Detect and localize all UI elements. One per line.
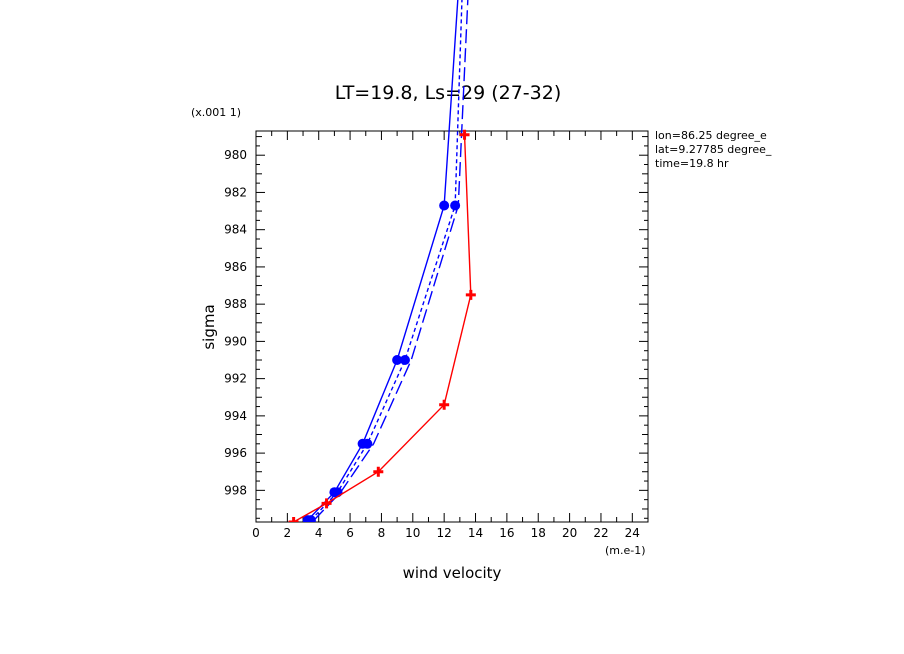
series-1-point — [439, 200, 450, 211]
series-4-point — [439, 399, 450, 410]
x-tick-label: 16 — [499, 526, 514, 540]
series-line-2 — [310, 0, 463, 521]
series-line-3 — [313, 0, 469, 521]
x-axis-label: wind velocity — [403, 564, 502, 582]
x-tick-label: 14 — [468, 526, 483, 540]
x-tick-label: 8 — [378, 526, 386, 540]
series-4-point — [373, 466, 384, 477]
chart-title: LT=19.8, Ls=29 (27-32) — [335, 82, 562, 104]
x-tick-label: 22 — [593, 526, 608, 540]
series-line-4 — [293, 134, 472, 522]
y-tick-label: 984 — [224, 223, 247, 237]
series-4-point — [288, 517, 299, 522]
info-annotation: lon=86.25 degree_e lat=9.27785 degree_ t… — [655, 129, 772, 170]
series-4-point — [321, 498, 332, 509]
info-line-time: time=19.8 hr — [655, 157, 729, 170]
y-tick-label: 996 — [224, 446, 247, 460]
x-tick-label: 10 — [405, 526, 420, 540]
y-tick-label: 998 — [224, 483, 247, 497]
y-axis-ticks: 980 982 984 986 988 990 992 994 996 998 — [224, 136, 648, 519]
info-line-lon: lon=86.25 degree_e — [655, 129, 767, 142]
y-tick-label: 994 — [224, 409, 247, 423]
y-tick-label: 992 — [224, 372, 247, 386]
y-unit-label: (x.001 1) — [191, 106, 241, 119]
x-tick-label: 6 — [346, 526, 354, 540]
plot-frame — [255, 130, 649, 523]
x-tick-label: 24 — [625, 526, 640, 540]
series-line-1 — [307, 0, 459, 521]
series-2-point — [399, 355, 410, 366]
series-1-point — [392, 355, 403, 366]
x-tick-label: 12 — [437, 526, 452, 540]
info-line-lat: lat=9.27785 degree_ — [655, 143, 772, 156]
y-tick-label: 980 — [224, 148, 247, 162]
y-axis-label: sigma — [200, 304, 218, 349]
x-tick-label: 0 — [252, 526, 260, 540]
series-2-point — [362, 438, 373, 449]
y-tick-label: 990 — [224, 334, 247, 348]
x-tick-label: 2 — [284, 526, 292, 540]
data-series — [288, 0, 476, 522]
y-tick-label: 988 — [224, 297, 247, 311]
x-tick-label: 4 — [315, 526, 323, 540]
x-tick-label: 20 — [562, 526, 577, 540]
series-4-point — [459, 129, 470, 140]
x-axis-ticks: 0 2 4 6 8 10 12 14 16 18 20 22 24 — [252, 131, 649, 540]
y-tick-label: 986 — [224, 260, 247, 274]
x-unit-label: (m.e-1) — [605, 544, 646, 557]
y-tick-label: 982 — [224, 185, 247, 199]
x-tick-label: 18 — [531, 526, 546, 540]
series-2-point — [305, 515, 316, 522]
series-4-point — [465, 289, 476, 300]
